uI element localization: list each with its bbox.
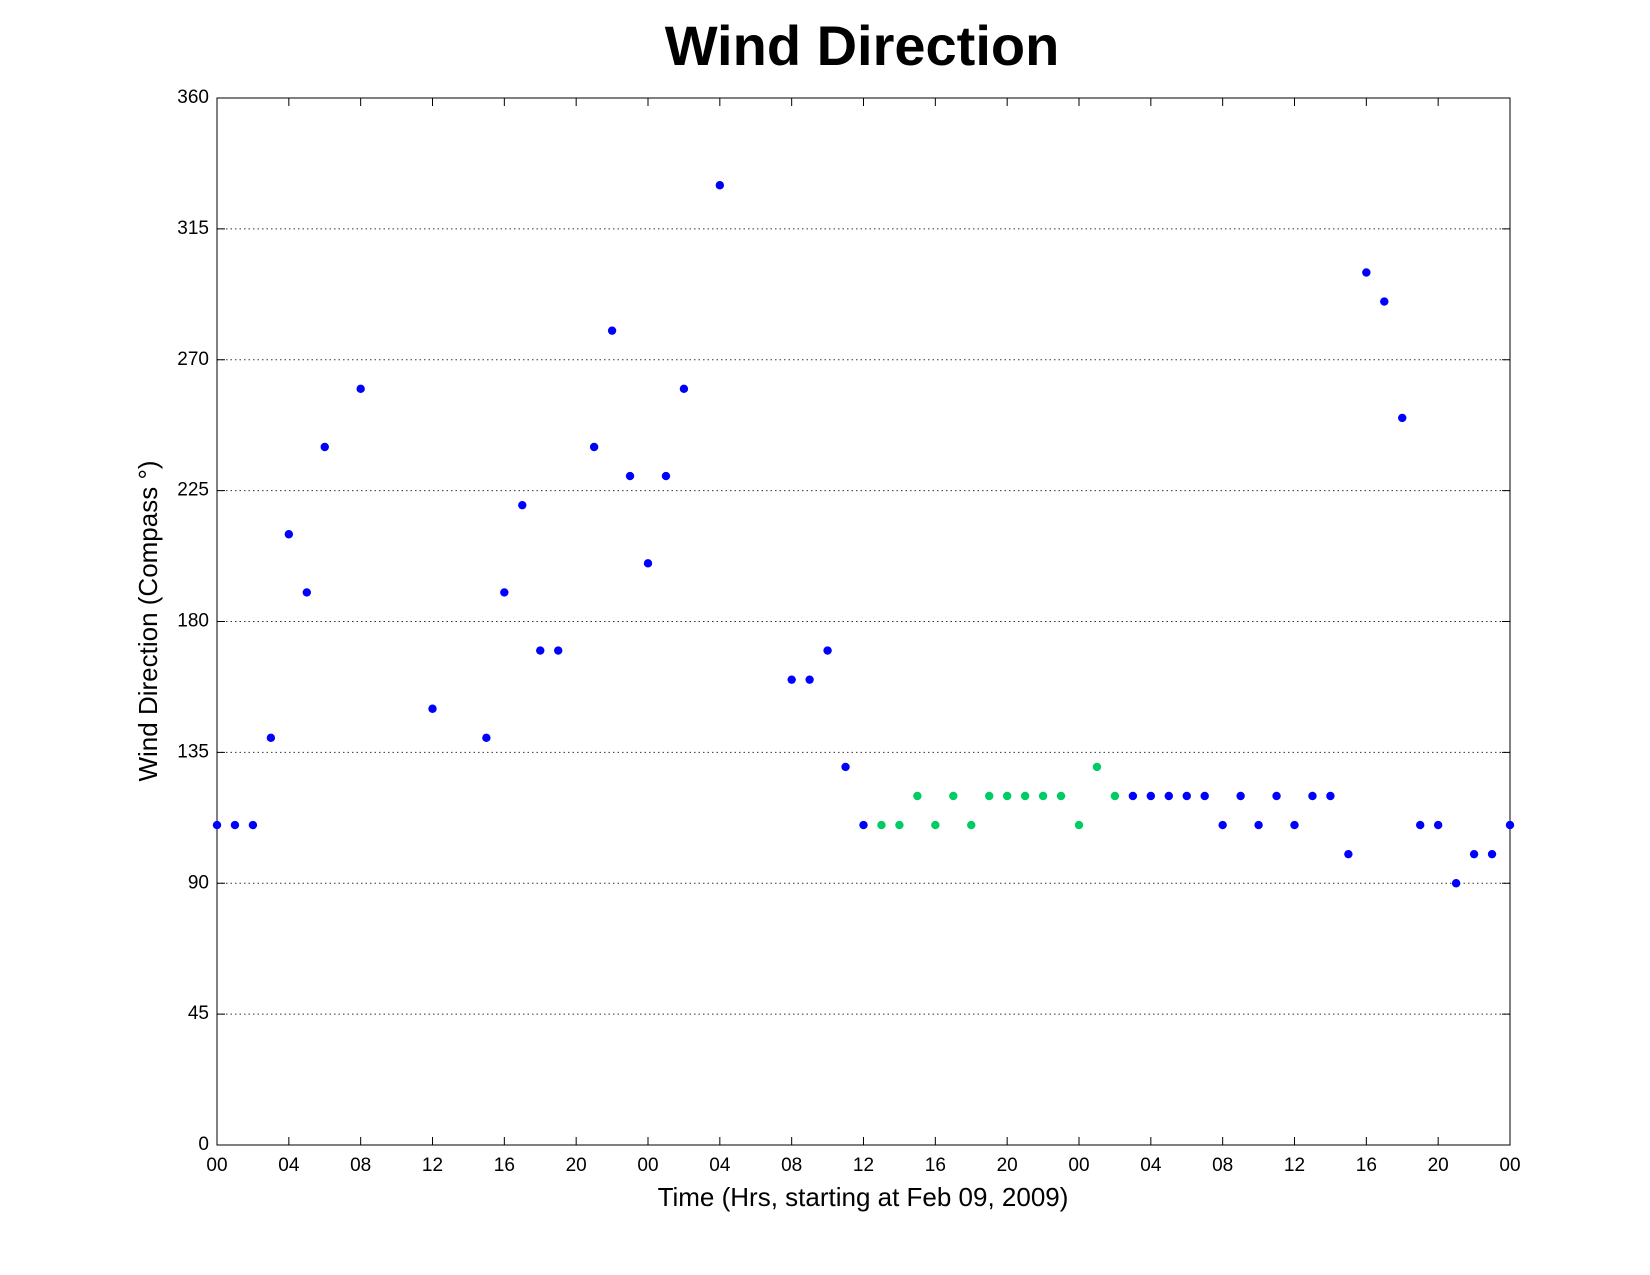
data-point [589, 442, 599, 452]
data-point [1326, 791, 1335, 801]
data-point [913, 791, 922, 801]
data-point [1416, 820, 1425, 830]
x-axis-label: Time (Hrs, starting at Feb 09, 2009) [658, 1182, 1069, 1212]
data-point [895, 820, 904, 830]
x-tick-label: 20 [997, 1155, 1018, 1176]
data-point [356, 384, 365, 394]
x-tick-label: 08 [1212, 1155, 1233, 1176]
data-point [1146, 791, 1156, 801]
y-tick-label: 0 [198, 1134, 209, 1155]
x-tick-label: 16 [1356, 1155, 1377, 1176]
data-point [985, 791, 994, 801]
data-point [877, 820, 886, 830]
data-point [643, 559, 653, 568]
data-point [1290, 820, 1299, 830]
data-point [1254, 820, 1263, 830]
y-tick-label: 360 [177, 87, 209, 108]
x-tick-label: 16 [925, 1155, 946, 1176]
y-tick-label: 270 [177, 349, 209, 370]
data-point [1020, 791, 1030, 801]
data-point [320, 442, 329, 452]
data-point [1362, 268, 1371, 277]
data-point [1469, 849, 1479, 859]
x-tick-label: 16 [494, 1155, 515, 1176]
data-point [1398, 413, 1407, 423]
data-point [823, 646, 832, 655]
data-point [949, 791, 958, 801]
data-point [841, 762, 850, 772]
chart-title: Wind Direction [665, 14, 1060, 77]
data-point [1380, 297, 1389, 306]
data-point [212, 820, 222, 830]
x-tick-label: 04 [278, 1155, 300, 1176]
data-point [661, 471, 671, 481]
y-tick-label: 180 [177, 611, 209, 632]
x-tick-label: 00 [637, 1155, 658, 1176]
data-point [1218, 820, 1227, 830]
data-point [859, 820, 868, 830]
data-point [284, 530, 294, 539]
data-point [482, 733, 491, 743]
data-point [500, 588, 509, 597]
data-point [266, 733, 276, 743]
y-tick-label: 135 [177, 741, 209, 762]
data-point [1002, 791, 1012, 801]
data-point [554, 646, 563, 655]
data-point [302, 588, 311, 597]
data-point [1200, 791, 1209, 801]
x-tick-label: 12 [1284, 1155, 1305, 1176]
x-tick-label: 04 [1140, 1155, 1162, 1176]
data-point [230, 820, 240, 830]
x-tick-label: 08 [350, 1155, 371, 1176]
data-point [1128, 791, 1138, 801]
data-point [1451, 879, 1461, 888]
data-point [1074, 820, 1084, 830]
x-tick-label: 00 [206, 1155, 227, 1176]
data-point [787, 675, 796, 684]
data-point [715, 181, 725, 190]
x-tick-label: 12 [422, 1155, 443, 1176]
data-point [805, 675, 814, 684]
y-tick-label: 45 [188, 1003, 209, 1024]
x-tick-label: 12 [853, 1155, 874, 1176]
data-point [1505, 820, 1515, 830]
x-tick-label: 20 [566, 1155, 587, 1176]
data-point [1487, 849, 1497, 859]
x-tick-label: 20 [1428, 1155, 1449, 1176]
x-tick-label: 08 [781, 1155, 802, 1176]
data-point [1182, 791, 1191, 801]
data-point [1110, 791, 1120, 801]
data-point [1433, 820, 1443, 830]
data-point [679, 384, 689, 394]
y-tick-label: 225 [177, 480, 209, 501]
data-point [967, 820, 976, 830]
data-point [1344, 849, 1353, 859]
data-point [625, 471, 635, 481]
data-point [1038, 791, 1048, 801]
x-tick-label: 00 [1499, 1155, 1520, 1176]
data-point [248, 820, 258, 830]
data-point [1092, 762, 1102, 772]
data-point [536, 646, 545, 655]
y-tick-label: 90 [188, 872, 209, 893]
data-point [1308, 791, 1317, 801]
plot-frame [216, 97, 1511, 1146]
data-point [518, 500, 527, 510]
y-axis-label: Wind Direction (Compass °) [133, 460, 163, 781]
x-tick-label: 00 [1068, 1155, 1089, 1176]
data-point [1236, 791, 1245, 801]
data-point [607, 326, 617, 335]
data-point [428, 704, 437, 713]
data-point [1056, 791, 1066, 801]
data-point [1272, 791, 1281, 801]
x-tick-label: 04 [709, 1155, 731, 1176]
y-tick-label: 315 [177, 218, 209, 239]
data-point [931, 820, 940, 830]
data-point [1164, 791, 1173, 801]
